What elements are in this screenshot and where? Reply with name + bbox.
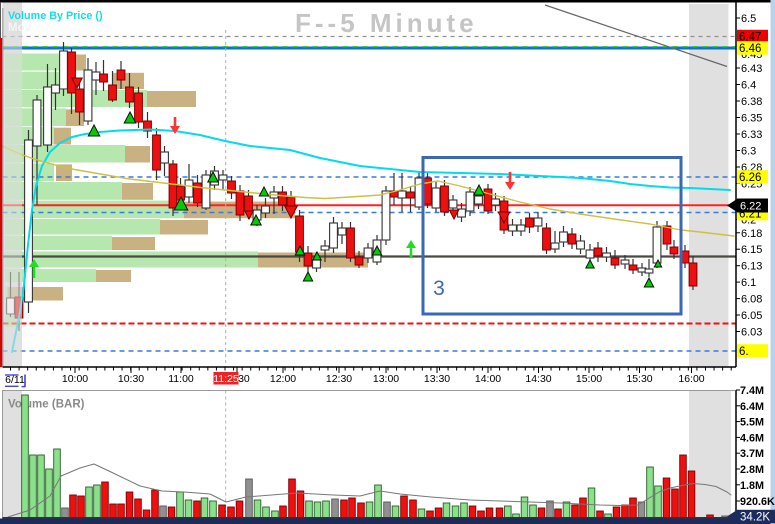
svg-text:16:00: 16:00 [678, 373, 704, 385]
svg-text:6.47: 6.47 [739, 32, 761, 44]
svg-text:Volume By Price (): Volume By Price () [8, 10, 103, 22]
svg-text:10:00: 10:00 [62, 373, 88, 385]
svg-text:6.15: 6.15 [741, 244, 762, 256]
svg-text:14:00: 14:00 [475, 373, 501, 385]
svg-text:6.26: 6.26 [739, 172, 761, 184]
svg-text:6.38: 6.38 [741, 96, 762, 108]
svg-text:3.7M: 3.7M [740, 448, 764, 460]
svg-text:34.2K: 34.2K [740, 512, 770, 524]
svg-text:14:30: 14:30 [525, 373, 551, 385]
svg-text:920.6K: 920.6K [740, 496, 775, 508]
svg-text:15:30: 15:30 [626, 373, 652, 385]
svg-text:6.46: 6.46 [739, 43, 761, 55]
svg-text:5.5M: 5.5M [740, 417, 764, 429]
svg-text:F--5 Minute: F--5 Minute [295, 8, 478, 38]
svg-text:6.05: 6.05 [741, 310, 762, 322]
svg-text:7.4M: 7.4M [740, 385, 764, 397]
svg-text:10:30: 10:30 [118, 373, 144, 385]
svg-text:12:00: 12:00 [270, 373, 296, 385]
svg-text:6.5: 6.5 [741, 13, 756, 25]
svg-text:6.43: 6.43 [741, 63, 762, 75]
svg-text:6.03: 6.03 [741, 327, 762, 339]
svg-text:2.8M: 2.8M [740, 464, 764, 476]
svg-text:6/11: 6/11 [5, 374, 25, 386]
svg-text:13:30: 13:30 [424, 373, 450, 385]
svg-text:6.: 6. [739, 346, 749, 358]
svg-text:6.1: 6.1 [741, 277, 756, 289]
svg-text:12:30: 12:30 [326, 373, 352, 385]
svg-text:1.8M: 1.8M [740, 480, 764, 492]
svg-text:11:00: 11:00 [168, 373, 194, 385]
svg-text:13:00: 13:00 [373, 373, 399, 385]
svg-text:6.22: 6.22 [740, 201, 761, 213]
svg-text:Volume (BAR): Volume (BAR) [8, 399, 85, 411]
svg-text:6.4: 6.4 [741, 80, 756, 92]
svg-text:6.4M: 6.4M [740, 401, 764, 413]
svg-text:4.6M: 4.6M [740, 432, 764, 444]
svg-text:Mov: Mov [8, 22, 32, 34]
svg-text:6.13: 6.13 [741, 261, 762, 273]
svg-text:6.08: 6.08 [741, 294, 762, 306]
svg-text:6.18: 6.18 [741, 228, 762, 240]
svg-text:6.35: 6.35 [741, 113, 762, 125]
svg-text:3: 3 [433, 277, 445, 300]
svg-text:11:25: 11:25 [213, 373, 239, 385]
svg-text:15:00: 15:00 [576, 373, 602, 385]
svg-text:6.33: 6.33 [741, 129, 762, 141]
svg-text:6.3: 6.3 [741, 146, 756, 158]
